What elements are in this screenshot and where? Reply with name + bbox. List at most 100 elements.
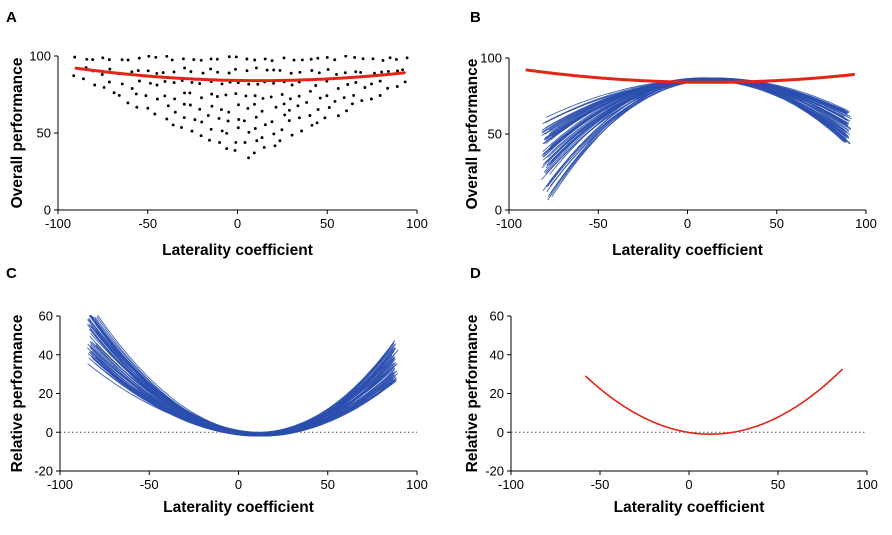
data-point (173, 97, 177, 101)
individual-fit-line (541, 78, 846, 169)
data-point (172, 70, 176, 74)
data-point (316, 108, 320, 111)
data-point (363, 86, 367, 89)
data-point (378, 94, 382, 97)
x-axis-title: Laterality coefficient (163, 499, 314, 516)
data-point (325, 94, 329, 98)
data-point (263, 123, 267, 127)
y-axis-title: Overall performance (464, 58, 481, 209)
data-point (405, 56, 409, 60)
data-point (244, 94, 248, 98)
panel-b: B -100 -50 0 50 100 0 50 100 Laterality coefficie… (464, 9, 877, 259)
data-point (200, 96, 203, 100)
data-point (190, 80, 194, 84)
data-point (256, 82, 260, 86)
data-point (182, 116, 186, 120)
data-point (161, 71, 165, 75)
data-point (298, 70, 302, 74)
data-point (361, 57, 365, 61)
data-point (220, 129, 224, 133)
y-tick-label: 40 (39, 347, 53, 362)
data-point (253, 58, 257, 62)
x-axis-title: Laterality coefficient (612, 242, 763, 259)
data-point (181, 57, 185, 61)
data-point (200, 120, 204, 124)
data-point (146, 69, 150, 73)
y-axis-title: Overall performance (9, 57, 26, 208)
data-point (100, 73, 104, 76)
individual-fit-line (93, 358, 395, 437)
data-point (130, 87, 134, 90)
data-point (218, 141, 222, 144)
x-tick-label: 100 (856, 477, 878, 492)
data-point (193, 118, 197, 122)
data-point (287, 119, 291, 123)
individual-fit-line (88, 318, 393, 436)
data-point (163, 79, 167, 83)
y-tick-label: -20 (34, 464, 53, 479)
data-point (215, 95, 219, 98)
data-point (165, 55, 169, 58)
data-point (210, 92, 214, 96)
individual-fit-line (544, 78, 849, 140)
y-tick-label: 100 (480, 51, 502, 66)
data-point (336, 87, 340, 90)
data-point (107, 80, 111, 84)
data-point (253, 94, 257, 98)
data-point (188, 103, 192, 107)
data-point (183, 66, 187, 70)
data-point (278, 139, 282, 143)
y-tick-label: 50 (488, 127, 502, 142)
individual-fit-line (547, 77, 848, 163)
data-point (237, 118, 241, 121)
data-point (315, 121, 319, 125)
data-point (343, 71, 347, 75)
data-point (381, 58, 385, 62)
data-point (137, 56, 141, 60)
data-point (247, 130, 251, 134)
panel-c: C -100 -50 0 50 100 -20 0 20 40 60 Laterality coeff… (6, 265, 428, 516)
fit-curve (585, 368, 843, 435)
y-tick-label: 0 (46, 425, 53, 440)
data-point (81, 77, 85, 81)
data-point (310, 69, 314, 72)
y-tick-label: 60 (39, 309, 53, 324)
data-point (288, 97, 292, 101)
data-point (112, 91, 116, 95)
y-tick-label: 100 (29, 49, 51, 64)
data-point (117, 93, 121, 97)
x-axis-title: Laterality coefficient (614, 499, 765, 516)
x-tick-label: -50 (591, 477, 610, 492)
data-point (120, 58, 124, 62)
data-point (199, 58, 203, 62)
data-point (234, 92, 238, 96)
data-point (292, 58, 296, 62)
y-tick-label: 20 (39, 386, 53, 401)
panel-letter: C (6, 265, 17, 282)
data-point (336, 114, 340, 118)
x-tick-label: 0 (234, 216, 241, 231)
data-point (272, 81, 276, 85)
data-point (265, 68, 269, 72)
data-point (346, 83, 350, 86)
y-tick-label: -20 (485, 464, 504, 479)
data-point (282, 56, 286, 60)
data-point (289, 71, 293, 75)
data-point (237, 103, 240, 107)
data-point (360, 99, 364, 103)
data-point (300, 58, 304, 62)
data-point (350, 102, 354, 106)
data-point (253, 127, 257, 130)
data-point (246, 106, 250, 110)
x-tick-label: 100 (406, 216, 428, 231)
data-point (270, 120, 274, 124)
data-point (208, 138, 211, 142)
data-point (206, 114, 210, 117)
individual-fit-line (90, 343, 395, 433)
x-tick-label: 50 (321, 477, 335, 492)
data-point (297, 116, 301, 120)
data-point (342, 96, 346, 100)
individual-fit-line (551, 80, 849, 153)
plot-area (72, 55, 409, 160)
data-point (352, 93, 356, 97)
